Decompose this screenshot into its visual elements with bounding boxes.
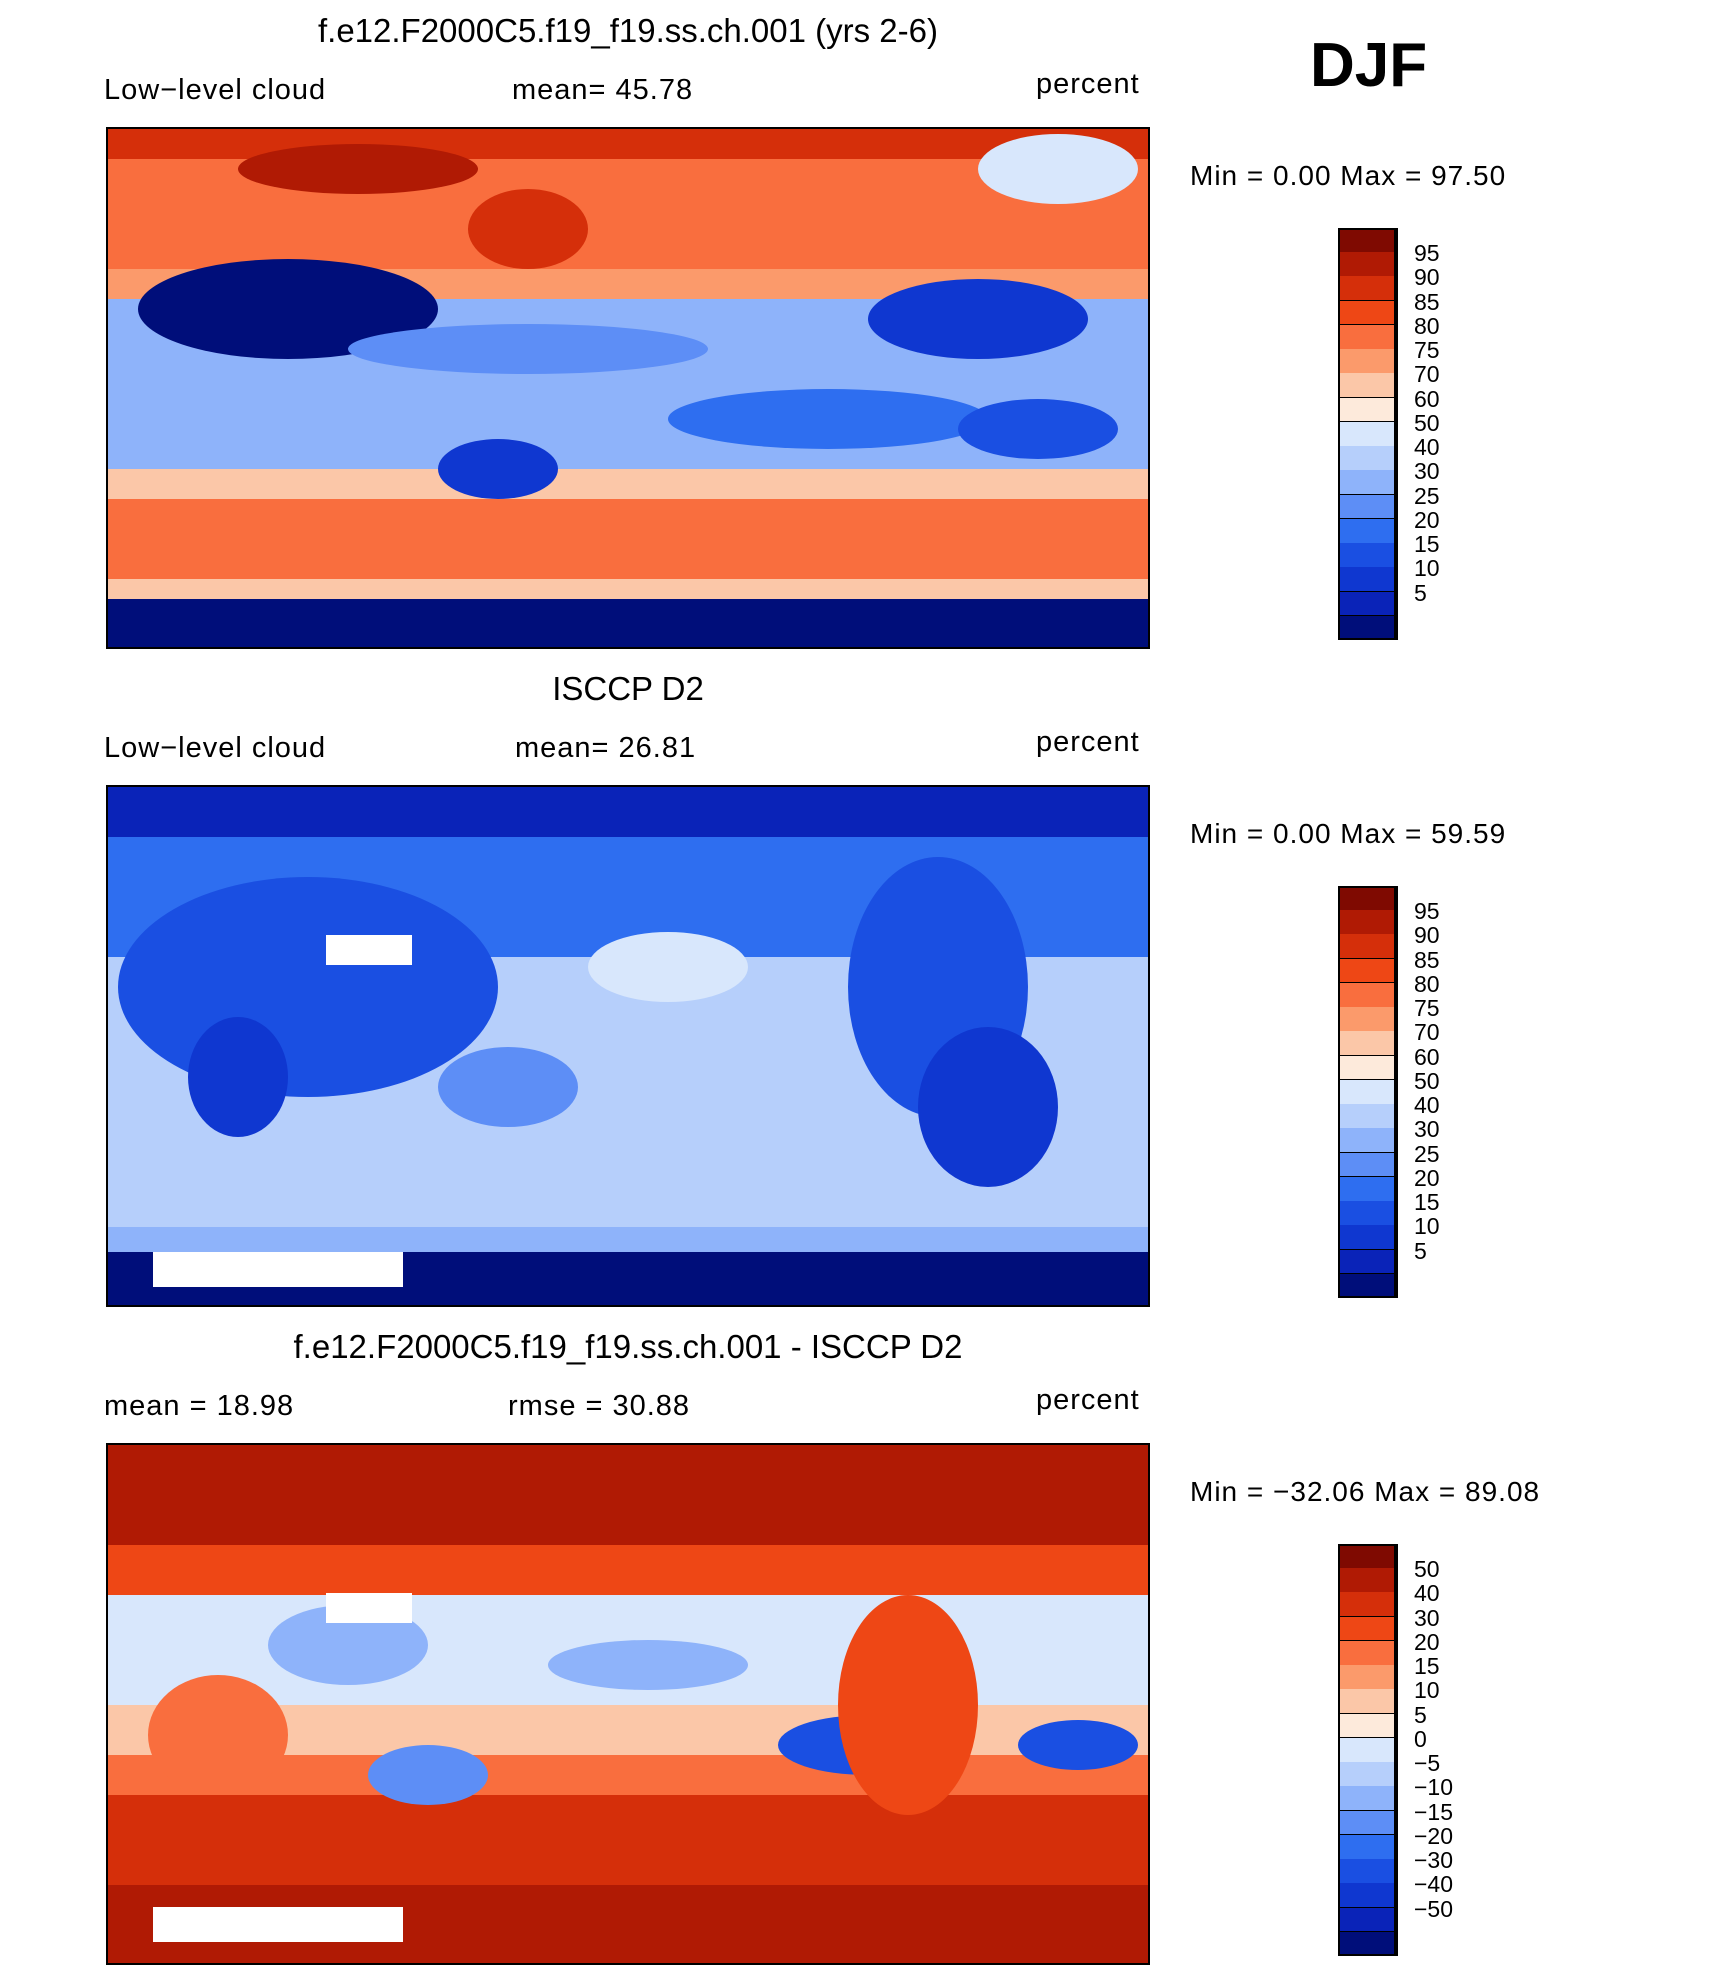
colorbar-tick-label: 90 [1414,264,1440,291]
colorbar-tick-label: 85 [1414,288,1440,315]
colorbar-tick-label: 60 [1414,385,1440,412]
panel1-mean-label: mean= 45.78 [512,74,694,106]
colorbar-swatch [1338,1786,1396,1812]
panel1-variable-label: Low−level cloud [104,74,327,106]
colorbar-tick-label: 70 [1414,1019,1440,1046]
colorbar-tick-label: 70 [1414,361,1440,388]
colorbar-tick-label: 80 [1414,312,1440,339]
colorbar-tick-label: 40 [1414,1092,1440,1119]
panel3-map-svg [108,1445,1148,1963]
colorbar-tick-label: 30 [1414,1116,1440,1143]
panel3-title: f.e12.F2000C5.f19_f19.ss.ch.001 - ISCCP … [293,1328,963,1365]
colorbar-tick-label: 20 [1414,1164,1440,1191]
panel2-units-label: percent [1036,726,1140,758]
colorbar-tick-label: 10 [1414,1213,1440,1240]
colorbar-tick-label: 30 [1414,1604,1440,1631]
colorbar-tick-label: −50 [1414,1895,1454,1922]
colorbar-tick-label: −40 [1414,1871,1454,1898]
colorbar-tick-label: 50 [1414,409,1440,436]
panel3-mean-label: mean = 18.98 [104,1390,295,1422]
panel1-map-svg [108,129,1148,647]
colorbar-tick-label: −15 [1414,1798,1454,1825]
colorbar-tick-label: 80 [1414,970,1440,997]
colorbar-tick-label: 75 [1414,995,1440,1022]
colorbar-tick-label: 25 [1414,482,1440,509]
colorbar-tick-label: 75 [1414,337,1440,364]
panel1-map [106,127,1150,649]
panel2-map [106,785,1150,1307]
panel3-units-label: percent [1036,1384,1140,1416]
colorbar-frame [1338,228,1398,640]
panel1-colorbar: 95 90 85 80 75 70 60 50 40 30 25 20 15 10 5 [1338,228,1440,641]
colorbar-tick-label: 0 [1414,1725,1427,1752]
colorbar-tick-label: 15 [1414,531,1440,558]
colorbar-tick-label: 25 [1414,1140,1440,1167]
panel1-units-label: percent [1036,68,1140,100]
colorbar-tick-label: 50 [1414,1067,1440,1094]
colorbar-tick-label: 10 [1414,1677,1440,1704]
colorbar-swatch [1338,1883,1396,1909]
colorbar-swatch [1338,1640,1396,1666]
colorbar-tick-label: 30 [1414,458,1440,485]
colorbar-tick-label: 50 [1414,1556,1440,1583]
colorbar-swatch [1338,886,1396,911]
colorbar-tick-label: 20 [1414,506,1440,533]
panel2-map-svg [108,787,1148,1305]
colorbar-tick-label: 20 [1414,1628,1440,1655]
colorbar-tick-label: −5 [1414,1750,1441,1777]
colorbar-tick-label: 95 [1414,240,1440,267]
colorbar-swatch [1338,1201,1396,1226]
colorbar-tick-label: 40 [1414,1580,1440,1607]
colorbar-tick-label: −10 [1414,1774,1454,1801]
panel2-variable-label: Low−level cloud [104,732,327,764]
colorbar-tick-label: 5 [1414,1237,1427,1264]
colorbar-tick-label: 40 [1414,434,1440,461]
panel3-minmax: Min = −32.06 Max = 89.08 [1190,1476,1541,1507]
colorbar-swatch [1338,1931,1396,1957]
panel3-colorbar: 50 40 30 20 15 10 5 0 −5 −10 −15 −20 −30 −40 −50 [1338,1544,1453,1957]
colorbar-frame [1338,886,1398,1298]
colorbar-tick-label: 15 [1414,1653,1440,1680]
colorbar-tick-label: 95 [1414,898,1440,925]
colorbar-swatch [1338,591,1396,617]
panel1-minmax: Min = 0.00 Max = 97.50 [1190,160,1507,191]
panel2-colorbar: 95 90 85 80 75 70 60 50 40 30 25 20 15 10 5 [1338,886,1440,1299]
colorbar-swatch [1338,397,1396,423]
colorbar-swatch [1338,567,1396,593]
colorbar-tick-label: 90 [1414,922,1440,949]
colorbar-tick-label: 85 [1414,946,1440,973]
panel2-minmax: Min = 0.00 Max = 59.59 [1190,818,1507,849]
colorbar-frame [1338,1544,1398,1956]
season-label: DJF [1310,31,1428,100]
panel2-mean-label: mean= 26.81 [515,732,697,764]
colorbar-tick-label: 60 [1414,1043,1440,1070]
panel3-rmse-label: rmse = 30.88 [508,1390,691,1422]
colorbar-swatch [1338,349,1396,374]
colorbar-tick-label: −30 [1414,1847,1454,1874]
colorbar-tick-label: 5 [1414,1701,1427,1728]
colorbar-tick-label: 10 [1414,555,1440,582]
colorbar-tick-label: −20 [1414,1822,1454,1849]
panel1-title: f.e12.F2000C5.f19_f19.ss.ch.001 (yrs 2-6… [317,12,938,49]
colorbar-tick-label: 15 [1414,1189,1440,1216]
colorbar-tick-label: 5 [1414,579,1427,606]
panel2-title: ISCCP D2 [552,670,704,707]
panel3-map [106,1443,1150,1965]
